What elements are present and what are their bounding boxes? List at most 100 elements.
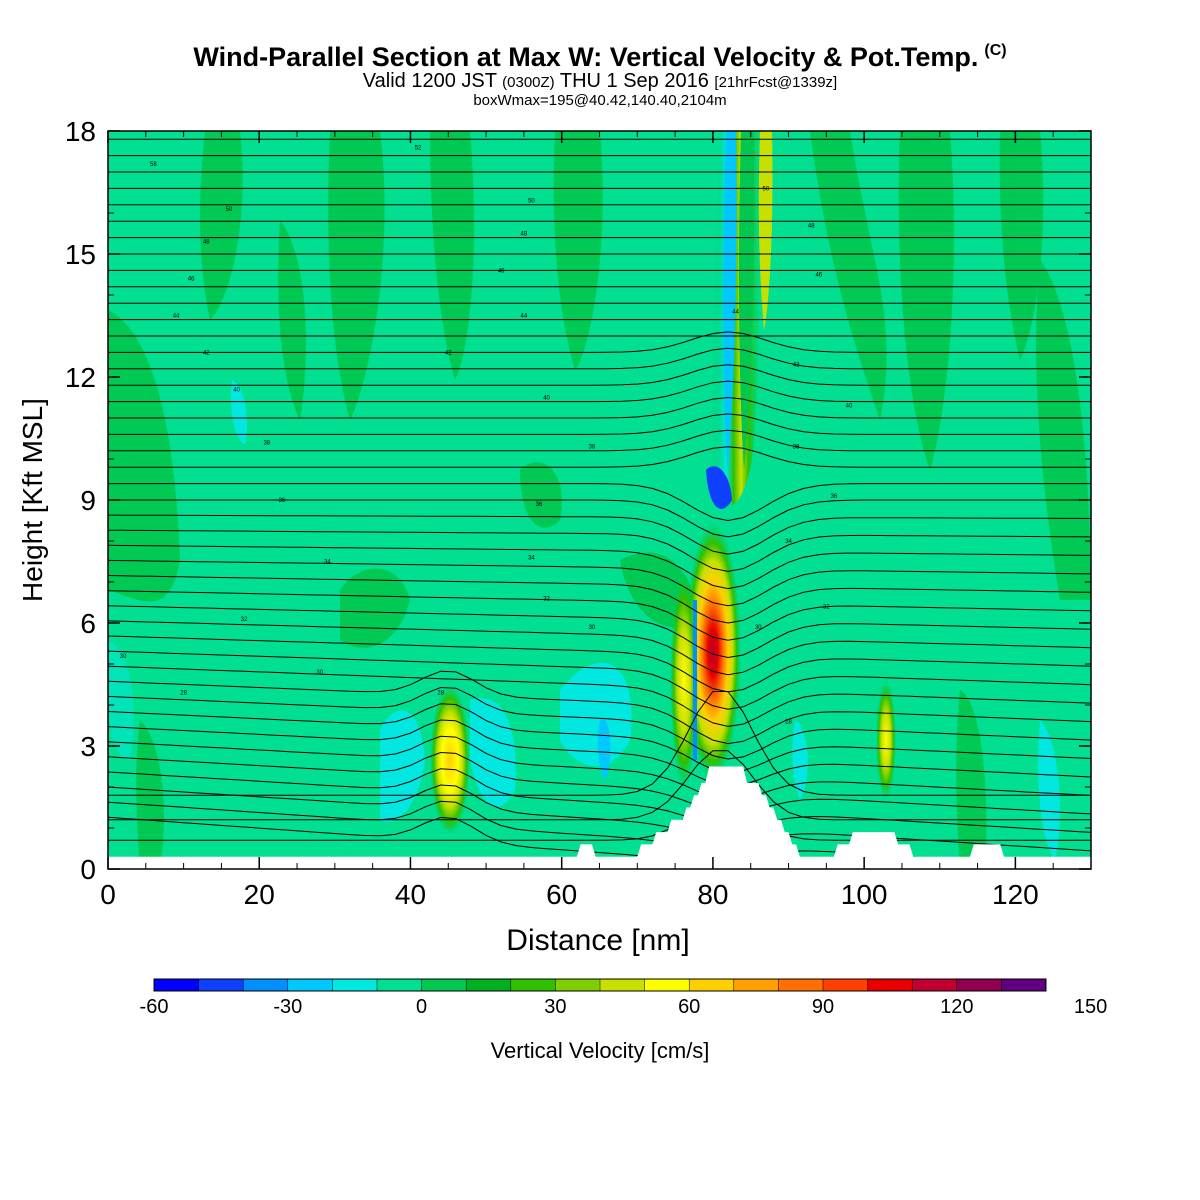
theta-contour-line [108,735,1091,801]
theta-contour-line [108,514,1091,555]
chart-subtitle: Valid 1200 JST (0300Z) THU 1 Sep 2016 [2… [0,70,1200,93]
colorbar-tick-label: 120 [940,996,973,1018]
colorbar-swatch [287,979,333,991]
theta-contour-line [108,331,1091,353]
theta-contour-line [108,719,1091,787]
contour-label: 32 [543,596,550,602]
theta-contour-line [108,816,834,869]
theta-contour-line [108,665,1091,727]
y-tick-label: 0 [80,854,96,885]
plume-downdraft [723,131,737,470]
colorbar-swatch [332,979,378,991]
contour-label: 42 [445,350,452,356]
contour-label: 36 [536,502,543,508]
plume-edge [758,131,773,330]
theta-contour-line [108,799,1091,841]
x-tick-label: 60 [546,879,577,910]
y-tick-label: 6 [80,608,96,639]
theta-contours [108,138,1091,869]
contour-label: 44 [521,314,528,320]
theta-contour-line [108,590,1091,641]
colorbar-tick-label: 60 [678,996,700,1018]
valid-zulu: (0300Z) [502,74,555,91]
colorbar-tick-label: 0 [416,996,427,1018]
colorbar-swatch [377,979,423,991]
updraft-cell-right [876,680,896,800]
colorbar-swatch [912,979,958,991]
plume-core-down [706,466,732,509]
x-tick-label: 100 [841,879,888,910]
contour-label: 30 [316,670,323,676]
colorbar-swatch [867,979,913,991]
contour-label: 30 [120,654,127,660]
theta-contour-line [108,703,1091,774]
contour-label: 30 [589,625,596,631]
contour-label: 42 [203,350,210,356]
contour-label: 38 [589,445,596,451]
colorbar-tick-label: 30 [544,996,566,1018]
terrain [108,766,1091,869]
theta-contour-line [108,413,1091,435]
theta-contour-line [108,429,1091,452]
theta-contour-line [108,364,1091,386]
theta-contour-line [108,751,1091,815]
y-tick-label: 9 [80,485,96,516]
contour-label: 46 [815,273,822,279]
colorbar-swatch [555,979,601,991]
theta-contour-line [108,380,1091,403]
colorbar-swatch [243,979,289,991]
colorbar-tick-label: -30 [273,996,302,1018]
contour-label: 30 [755,625,762,631]
contour-label: 46 [498,268,505,274]
box-info: boxWmax=195@40.42,140.40,2104m [473,92,727,109]
colorbar-swatch [778,979,824,991]
field-layer: 58 52 50 50 50 48 48 48 46 46 46 44 44 44 42 42 42 40 40 40… [108,131,1091,869]
updraft-cell-left [430,685,470,835]
theta-contour-line [108,686,1091,760]
theta-contour-line [108,396,1091,419]
contour-label: 48 [203,240,210,246]
theta-contour-line [108,559,1091,607]
contour-label: 38 [793,445,800,451]
x-tick-label: 120 [992,879,1039,910]
contour-label: 34 [324,560,331,566]
theta-contour-line [108,446,1091,468]
colorbar-tick-label: 90 [812,996,834,1018]
contour-label: 28 [180,691,187,697]
contour-label: 46 [188,277,195,283]
colorbar-swatch [733,979,779,991]
contour-label: 52 [415,145,422,151]
colorbar-label: Vertical Velocity [cm/s] [491,1038,710,1063]
theta-contour-line [108,691,1091,796]
y-axis-label: Height [Kft MSL] [17,398,48,602]
x-tick-label: 20 [244,879,275,910]
chart-title: Wind-Parallel Section at Max W: Vertical… [0,42,1200,73]
contour-label: 34 [528,555,535,561]
colorbar-swatch [644,979,690,991]
theta-contour-line [108,347,1091,370]
contour-label: 42 [793,363,800,369]
theta-contour-line [108,575,1091,624]
x-tick-label: 40 [395,879,426,910]
x-tick-label: 80 [697,879,728,910]
contour-label: 58 [150,162,157,168]
contour-labels: 58 52 50 50 50 48 48 48 46 46 46 44 44 44 42 42 42 40 40 40… [120,145,853,725]
contour-label: 48 [521,232,528,238]
x-axis-label: Distance [nm] [506,924,689,957]
theta-contour-line [108,529,1091,572]
plume-updraft [739,131,755,470]
valid-prefix: Valid 1200 JST [362,70,497,92]
colorbar-swatch [1001,979,1047,991]
colorbar-swatch [466,979,512,991]
contour-label: 44 [732,309,739,315]
contour-label: 32 [823,605,830,611]
y-tick-label: 18 [65,116,96,147]
contour-label: 40 [233,387,240,393]
forecast-info: [21hrFcst@1339z] [714,74,838,91]
colorbar-tick-label: 150 [1074,996,1107,1018]
contour-label: 40 [543,396,550,402]
contour-label: 40 [846,404,853,410]
colorbar-swatch [154,979,200,991]
y-tick-label: 15 [65,239,96,270]
